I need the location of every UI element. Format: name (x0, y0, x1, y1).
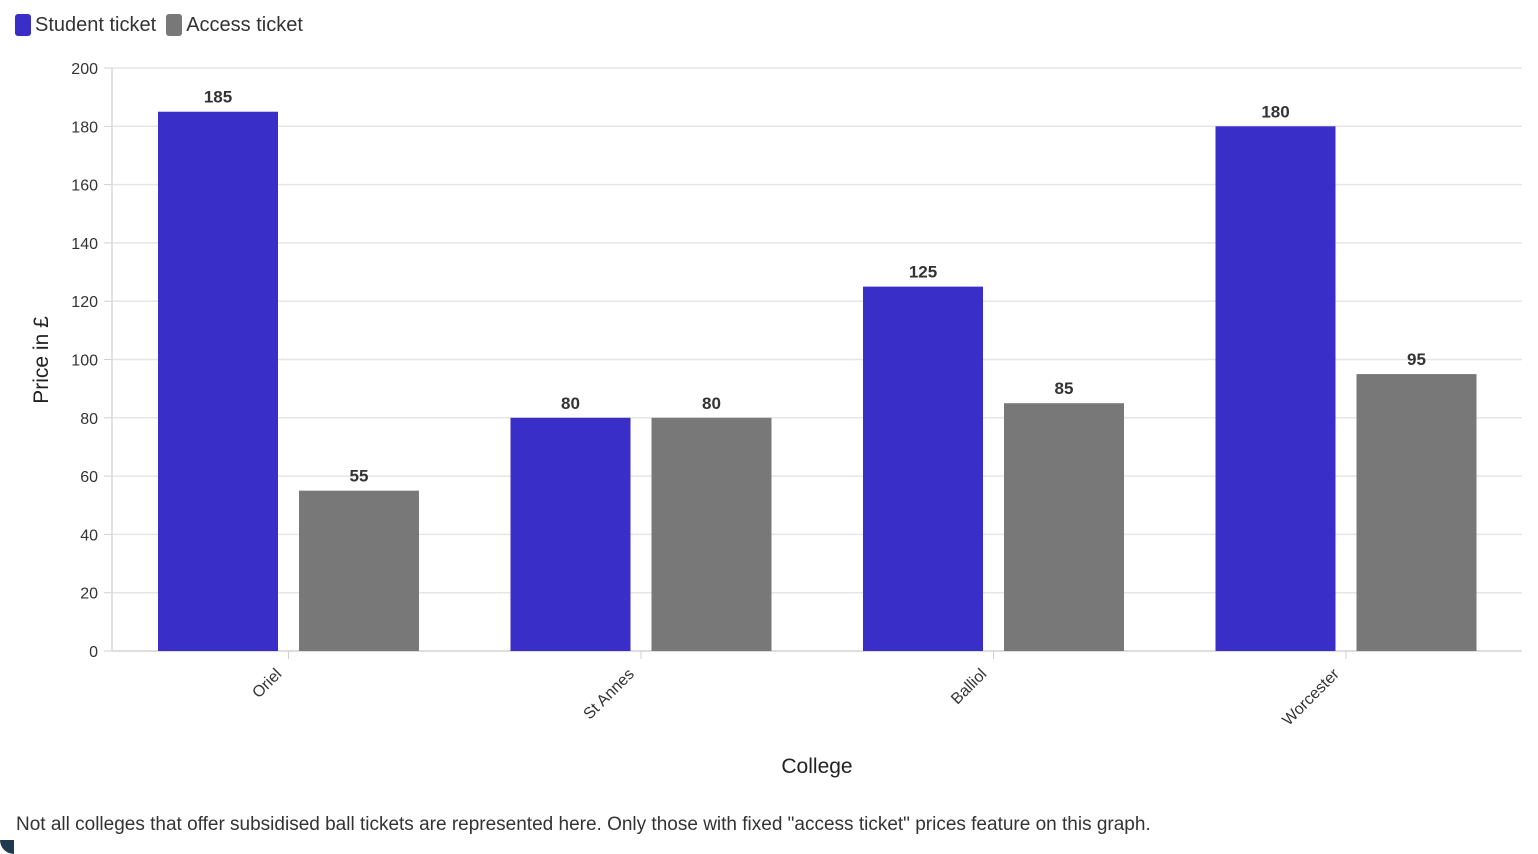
data-label-access-ticket: 95 (1407, 350, 1426, 369)
legend-item-student-ticket[interactable]: Student ticket (15, 14, 156, 37)
legend-label-access-ticket: Access ticket (186, 13, 303, 36)
x-tick-label: Worcester (1279, 665, 1343, 729)
data-label-student-ticket: 180 (1261, 102, 1289, 121)
y-tick-label: 120 (71, 294, 98, 311)
bar-access-ticket[interactable] (651, 417, 772, 651)
x-axis-title: College (781, 755, 852, 778)
y-tick-label: 80 (80, 411, 98, 428)
y-tick-label: 60 (80, 469, 98, 486)
y-tick-label: 20 (80, 586, 98, 603)
chart-legend: Student ticket Access ticket (15, 12, 303, 38)
legend-swatch-access-ticket (166, 14, 183, 36)
data-labels: 185 55 80 80 125 85 180 95 (204, 88, 1426, 486)
data-label-student-ticket: 80 (561, 394, 580, 413)
bar-access-ticket[interactable] (1356, 374, 1477, 651)
y-tick-label: 0 (89, 644, 98, 661)
data-label-access-ticket: 80 (702, 394, 721, 413)
x-tick-label: Balliol (948, 666, 990, 708)
data-label-access-ticket: 85 (1055, 379, 1074, 398)
data-label-student-ticket: 125 (909, 263, 937, 282)
x-tick-label: St Annes (581, 666, 638, 723)
y-axis-title: Price in £ (30, 316, 53, 404)
y-tick-label: 140 (71, 236, 98, 253)
bar-student-ticket[interactable] (158, 111, 278, 652)
bar-access-ticket[interactable] (299, 490, 419, 651)
legend-swatch-student-ticket (15, 14, 31, 36)
bar-access-ticket[interactable] (1004, 403, 1124, 651)
data-label-student-ticket: 185 (204, 88, 232, 107)
y-tick-label: 180 (71, 119, 98, 136)
y-tick-label: 160 (71, 178, 98, 195)
data-label-access-ticket: 55 (350, 467, 369, 486)
bars (158, 111, 1477, 652)
y-tick-label: 200 (71, 61, 98, 78)
y-tick-label: 100 (71, 353, 98, 370)
x-tick-label: Oriel (249, 666, 285, 702)
legend-item-access-ticket[interactable]: Access ticket (166, 14, 303, 37)
bar-student-ticket[interactable] (1215, 126, 1336, 652)
chart-footnote: Not all colleges that offer subsidised b… (16, 814, 1151, 835)
legend-label-student-ticket: Student ticket (35, 13, 157, 36)
y-tick-label: 40 (80, 527, 98, 544)
bar-student-ticket[interactable] (863, 286, 983, 651)
bar-student-ticket[interactable] (510, 417, 631, 651)
